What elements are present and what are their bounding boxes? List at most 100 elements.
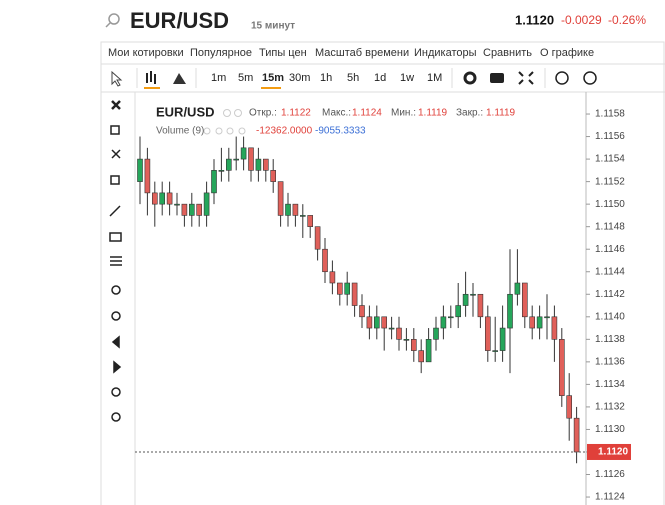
legend-label: Откр.: bbox=[249, 108, 277, 119]
candle-body bbox=[470, 293, 476, 296]
legend-symbol: EUR/USD bbox=[156, 104, 215, 119]
candle-body bbox=[573, 417, 580, 453]
candle-body bbox=[292, 203, 299, 216]
candle-body bbox=[159, 192, 165, 205]
frame bbox=[100, 41, 665, 505]
interval-button[interactable]: 1w bbox=[400, 72, 414, 84]
y-tick-label: 1.1136 bbox=[595, 356, 625, 367]
legend-value: 1.1119 bbox=[486, 108, 516, 119]
close-tool[interactable] bbox=[111, 100, 121, 110]
candle-body bbox=[196, 203, 202, 216]
eye-icon[interactable] bbox=[223, 109, 231, 117]
menu-item[interactable]: Типы цен bbox=[259, 47, 307, 59]
settings-icon[interactable] bbox=[234, 109, 242, 117]
interval-button[interactable]: 1d bbox=[374, 72, 386, 84]
candle-body bbox=[329, 271, 336, 284]
line-tool[interactable] bbox=[109, 205, 121, 217]
y-tick-label: 1.1134 bbox=[595, 379, 625, 390]
volume-value: -12362.0000 bbox=[256, 126, 313, 137]
candle-body bbox=[174, 203, 180, 206]
volume-label: Volume (9) bbox=[156, 126, 204, 137]
area-type[interactable] bbox=[173, 73, 186, 84]
fullscreen-icon[interactable] bbox=[518, 71, 534, 85]
y-tick-label: 1.1150 bbox=[595, 199, 625, 210]
y-tick-label: 1.1158 bbox=[595, 109, 625, 120]
candle-body bbox=[344, 282, 351, 295]
y-tick-label: 1.1142 bbox=[595, 289, 625, 300]
y-tick-label: 1.1156 bbox=[595, 131, 625, 142]
interval: 15 минут bbox=[251, 21, 295, 32]
candle-body bbox=[270, 170, 277, 182]
candle-body bbox=[226, 158, 232, 171]
candle-body bbox=[388, 327, 395, 330]
menu-item[interactable]: Индикаторы bbox=[414, 47, 477, 59]
fib-tool[interactable] bbox=[110, 256, 122, 266]
zoom-out-tool[interactable] bbox=[111, 311, 121, 321]
volume-value: -9055.3333 bbox=[315, 126, 366, 137]
candle-body bbox=[551, 316, 558, 340]
interval-button[interactable]: 30m bbox=[289, 72, 310, 84]
interval-button[interactable]: 1m bbox=[211, 72, 226, 84]
interval-button[interactable]: 15m bbox=[262, 72, 284, 84]
price: 1.1120 bbox=[515, 12, 554, 27]
y-tick-label: 1.1152 bbox=[595, 176, 625, 187]
interval-button[interactable]: 5h bbox=[347, 72, 359, 84]
settings-icon[interactable] bbox=[215, 127, 223, 135]
scroll-left-tool[interactable] bbox=[111, 335, 120, 349]
menu-item[interactable]: Сравнить bbox=[483, 47, 532, 59]
y-tick-label: 1.1154 bbox=[595, 154, 625, 165]
legend-label: Закр.: bbox=[456, 108, 483, 119]
select-tool[interactable] bbox=[110, 125, 120, 135]
interval-button[interactable]: 5m bbox=[238, 72, 253, 84]
symbol: EUR/USD bbox=[130, 8, 229, 33]
menu-item[interactable]: Мои котировки bbox=[108, 47, 184, 59]
copy-tool[interactable] bbox=[110, 175, 120, 185]
more-icon[interactable] bbox=[238, 127, 246, 135]
candle-body bbox=[203, 192, 210, 216]
screenshot-icon[interactable] bbox=[490, 73, 504, 83]
candle-body bbox=[544, 316, 550, 319]
cross-tool[interactable] bbox=[111, 149, 121, 159]
candle-body bbox=[433, 327, 439, 340]
candle-body bbox=[218, 170, 225, 172]
search-icon[interactable] bbox=[105, 13, 120, 28]
candle-body bbox=[322, 248, 328, 273]
candle-body bbox=[351, 282, 358, 306]
candle-body bbox=[233, 158, 239, 161]
candle-body bbox=[455, 305, 462, 318]
menu-item[interactable]: Популярное bbox=[190, 47, 252, 59]
candle-body bbox=[381, 316, 388, 329]
zoom-in-tool[interactable] bbox=[111, 285, 121, 295]
candles-type[interactable] bbox=[146, 71, 156, 84]
upload-icon[interactable] bbox=[583, 71, 597, 85]
menu-item[interactable]: Масштаб времени bbox=[315, 47, 409, 59]
candle-body bbox=[336, 282, 343, 295]
candle-body bbox=[425, 339, 432, 363]
candle-body bbox=[181, 203, 188, 216]
candle-body bbox=[440, 316, 447, 329]
legend-label: Мин.: bbox=[391, 108, 416, 119]
candle-body bbox=[396, 327, 402, 340]
legend-value: 1.1124 bbox=[352, 108, 382, 119]
close-icon[interactable] bbox=[226, 127, 234, 135]
download-icon[interactable] bbox=[555, 71, 569, 85]
interval-button[interactable]: 1M bbox=[427, 72, 442, 84]
zoom-fit-tool[interactable] bbox=[111, 412, 121, 422]
interval-button[interactable]: 1h bbox=[320, 72, 332, 84]
candle-body bbox=[285, 203, 291, 216]
candle-body bbox=[366, 316, 373, 329]
eye-icon[interactable] bbox=[203, 127, 211, 135]
rect-tool[interactable] bbox=[109, 232, 122, 242]
settings-icon[interactable] bbox=[463, 71, 477, 85]
last-price-label: 1.1120 bbox=[598, 447, 628, 458]
candle-body bbox=[521, 282, 528, 318]
zoom-reset-tool[interactable] bbox=[111, 387, 121, 397]
cursor-tool[interactable] bbox=[111, 70, 123, 87]
candle-body bbox=[166, 192, 173, 205]
candle-body bbox=[507, 293, 513, 329]
menu-item[interactable]: О графике bbox=[540, 47, 594, 59]
candle-body bbox=[240, 147, 247, 160]
scroll-right-tool[interactable] bbox=[113, 360, 122, 374]
candle-body bbox=[359, 305, 365, 318]
candle-body bbox=[307, 215, 314, 227]
